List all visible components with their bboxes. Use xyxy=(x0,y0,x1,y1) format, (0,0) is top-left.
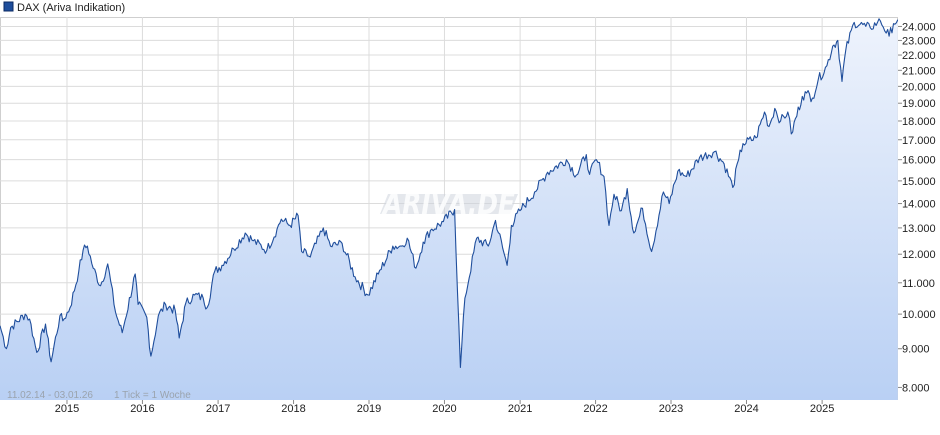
legend-swatch xyxy=(3,1,14,12)
x-tick-label: 2017 xyxy=(206,403,230,415)
y-tick-label: 22.000 xyxy=(902,50,936,62)
x-tick-label: 2022 xyxy=(583,403,607,415)
y-tick-label: 23.000 xyxy=(902,35,936,47)
y-tick-label: 21.000 xyxy=(902,65,936,77)
y-tick-label: 19.000 xyxy=(902,98,936,110)
y-tick-label: 17.000 xyxy=(902,135,936,147)
dax-area-fill xyxy=(0,18,898,400)
y-tick-label: 12.000 xyxy=(902,249,936,261)
x-tick-label: 2018 xyxy=(281,403,305,415)
area-series xyxy=(0,18,898,400)
x-tick-label: 2021 xyxy=(508,403,532,415)
y-axis: 8.000 9.000 10.000 11.000 12.000 13.000 14.000… xyxy=(898,21,936,394)
tick-interval-note: 1 Tick = 1 Woche xyxy=(114,390,191,401)
x-tick-label: 2015 xyxy=(55,403,79,415)
y-tick-label: 24.000 xyxy=(902,21,936,33)
dax-price-line xyxy=(0,18,898,369)
x-tick-label: 2016 xyxy=(130,403,154,415)
y-tick-label: 20.000 xyxy=(902,81,936,93)
y-tick-label: 9.000 xyxy=(902,344,930,356)
x-tick-label: 2023 xyxy=(659,403,683,415)
legend-label: DAX (Ariva Indikation) xyxy=(17,2,125,14)
x-axis: 2015 2016 2017 2018 2019 2020 2021 2022 2023 2024… xyxy=(55,400,834,415)
y-tick-label: 13.000 xyxy=(902,223,936,235)
y-tick-label: 10.000 xyxy=(902,309,936,321)
y-tick-label: 15.000 xyxy=(902,176,936,188)
y-tick-label: 14.000 xyxy=(902,199,936,211)
date-range-note: 11.02.14 - 03.01.26 xyxy=(7,390,93,401)
x-tick-label: 2020 xyxy=(432,403,456,415)
y-tick-label: 16.000 xyxy=(902,155,936,167)
line-series xyxy=(0,18,898,369)
y-tick-label: 8.000 xyxy=(902,382,930,394)
x-tick-label: 2024 xyxy=(734,403,758,415)
y-tick-label: 18.000 xyxy=(902,116,936,128)
watermark: ARIVA.DE xyxy=(380,187,518,222)
x-tick-label: 2019 xyxy=(357,403,381,415)
y-tick-label: 11.000 xyxy=(902,278,935,290)
x-tick-label: 2025 xyxy=(810,403,834,415)
